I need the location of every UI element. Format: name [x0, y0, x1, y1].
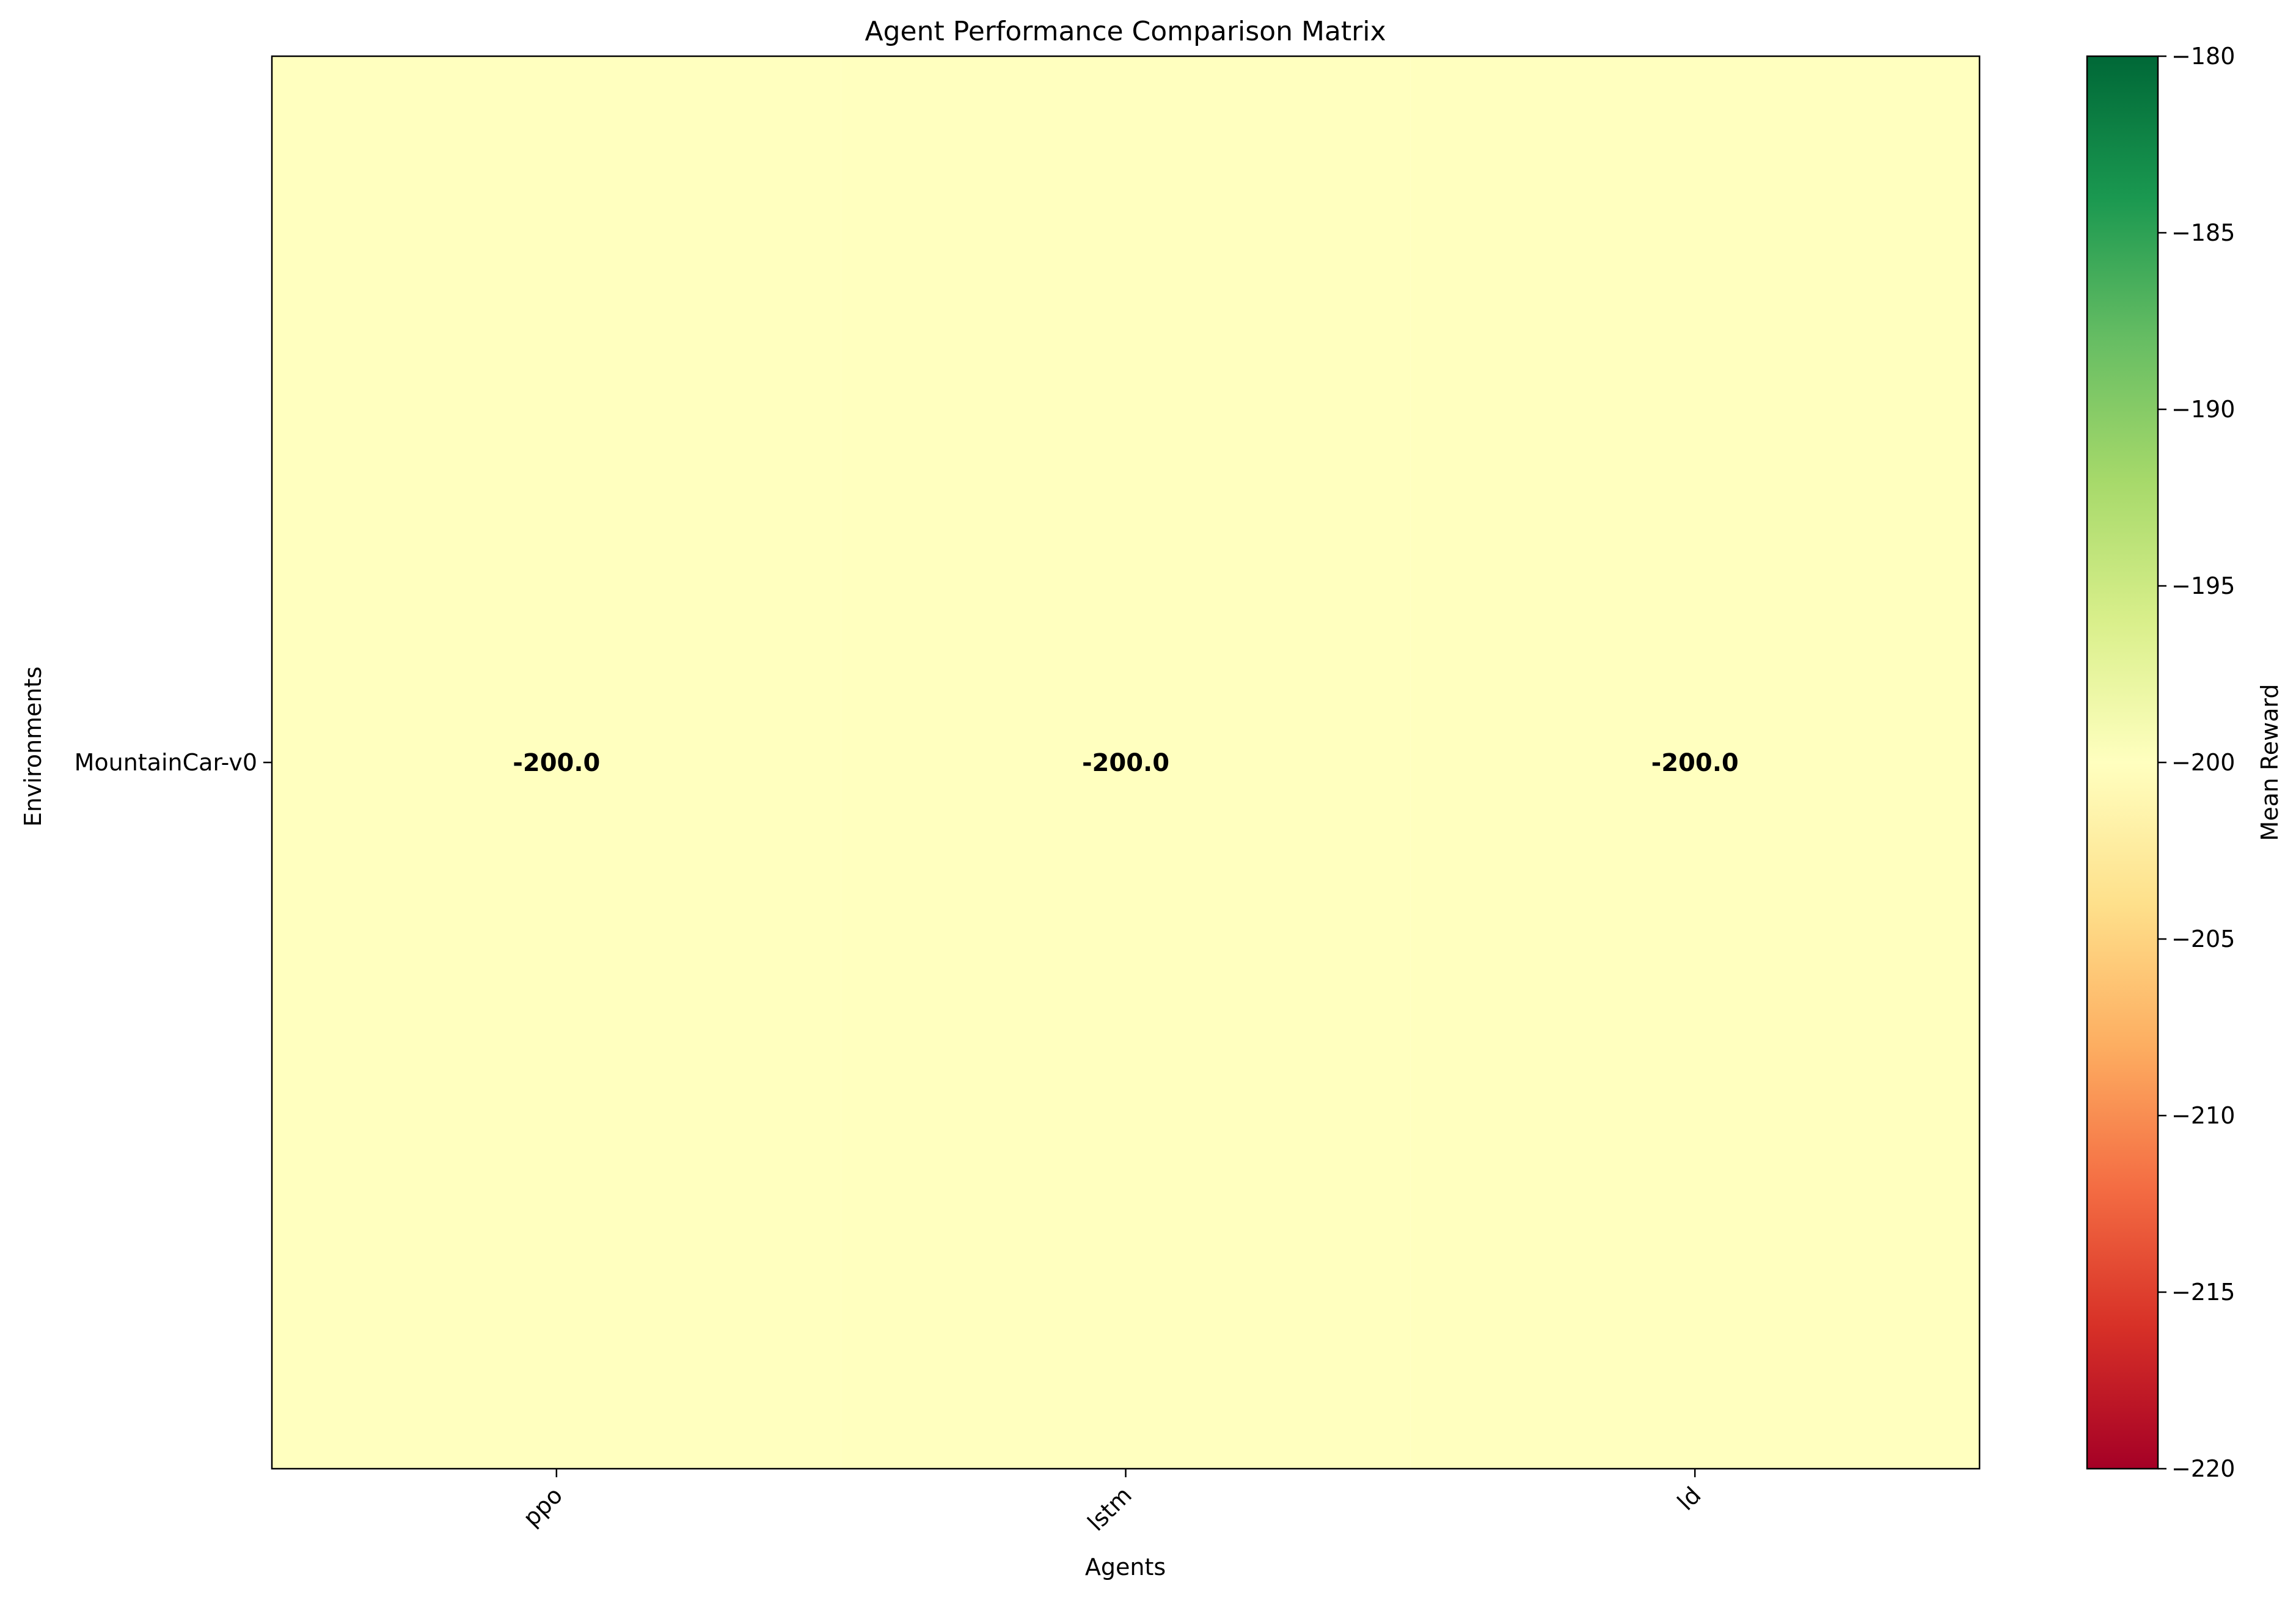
y-axis-label: Environments — [20, 667, 46, 827]
y-tick-label: MountainCar-v0 — [75, 749, 257, 776]
colorbar-tick-label: −210 — [2171, 1102, 2235, 1129]
cell-value-label: -200.0 — [1082, 749, 1169, 777]
cell-value-label: -200.0 — [1651, 749, 1739, 777]
heatmap-cells: -200.0 -200.0 -200.0 — [271, 55, 1981, 1470]
heatmap-cell — [272, 56, 841, 1469]
colorbar-bar — [2086, 55, 2159, 1470]
colorbar-tick-label: −195 — [2171, 572, 2235, 599]
x-tick-label: ppo — [518, 1482, 568, 1532]
x-tick-label: ld — [1672, 1482, 1706, 1516]
colorbar-tick-label: −220 — [2171, 1455, 2235, 1482]
cell-value-label: -200.0 — [513, 749, 600, 777]
heatmap-cell — [1410, 56, 1980, 1469]
chart-title: Agent Performance Comparison Matrix — [865, 16, 1386, 47]
heatmap-cell — [841, 56, 1411, 1469]
y-axis-ticks: MountainCar-v0 — [75, 749, 272, 776]
colorbar-tick-label: −215 — [2171, 1279, 2235, 1306]
colorbar-ticks: −180 −185 −190 −195 −200 −205 −210 −215 −220 — [2158, 43, 2235, 1482]
x-tick-label: lstm — [1083, 1482, 1137, 1536]
colorbar-label: Mean Reward — [2256, 684, 2283, 841]
colorbar-tick-label: −180 — [2171, 43, 2235, 70]
x-axis-ticks: ppo lstm ld — [518, 1469, 1706, 1537]
colorbar-tick-label: −200 — [2171, 749, 2235, 776]
x-axis-label: Agents — [1085, 1554, 1166, 1581]
colorbar-tick-label: −185 — [2171, 219, 2235, 246]
colorbar-tick-label: −190 — [2171, 396, 2235, 423]
colorbar-tick-label: −205 — [2171, 926, 2235, 952]
